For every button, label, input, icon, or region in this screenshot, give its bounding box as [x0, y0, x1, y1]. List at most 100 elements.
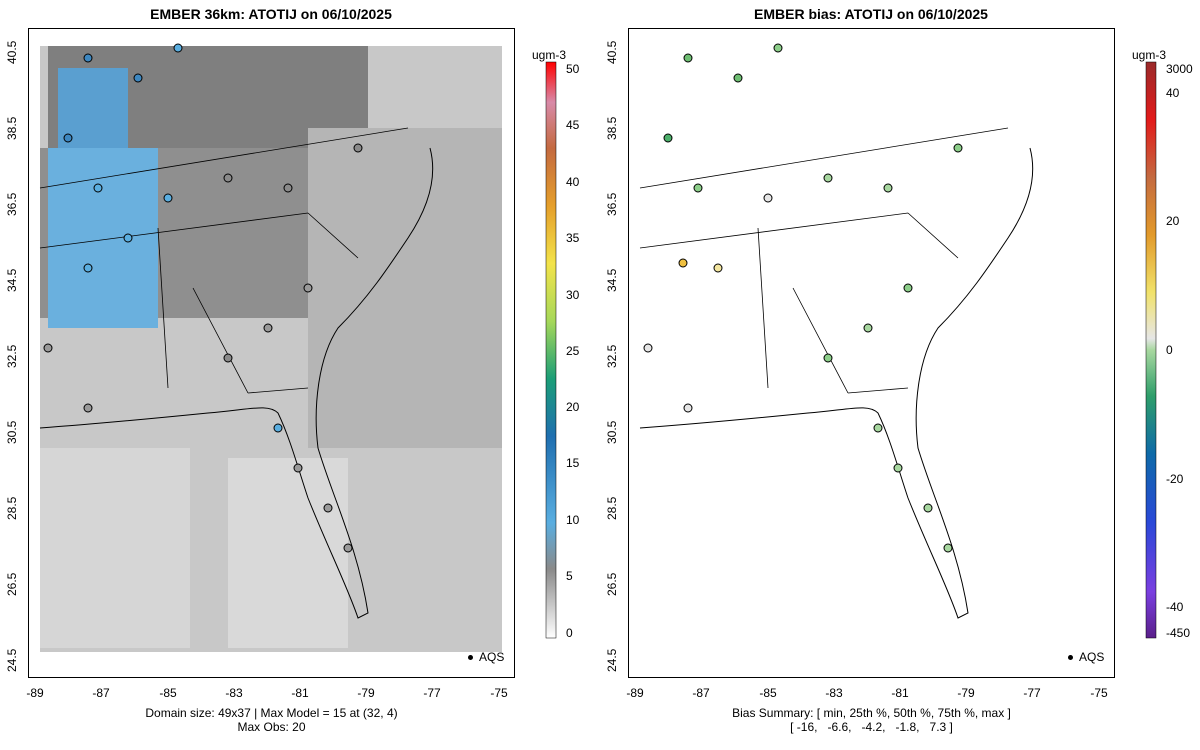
monitor: [883, 183, 893, 193]
left-colorbar-ramp: [545, 61, 557, 639]
model-field-coastal: [308, 128, 502, 448]
model-field-florida: [228, 458, 348, 648]
monitor: [873, 423, 883, 433]
monitor: [683, 53, 693, 63]
left-footer-line1: Domain size: 49x37 | Max Model = 15 at (…: [145, 706, 398, 720]
monitor: [693, 183, 703, 193]
y-tick: 28.5: [5, 496, 19, 520]
left-panel-title: EMBER 36km: ATOTIJ on 06/10/2025: [150, 6, 392, 22]
y-tick: 38.5: [5, 116, 19, 140]
y-tick: 30.5: [605, 420, 619, 444]
cb-tick: -20: [1166, 472, 1184, 486]
monitor: [903, 283, 913, 293]
left-legend: AQS: [468, 650, 504, 664]
cb-tick: 20: [1166, 214, 1180, 228]
monitor: [173, 43, 183, 53]
monitor: [343, 543, 353, 553]
cb-tick: 20: [566, 400, 580, 414]
right-footer-line2: [ -16, -6.6, -4.2, -1.8, 7.3 ]: [790, 720, 953, 734]
monitor: [663, 133, 673, 143]
monitor: [43, 343, 53, 353]
right-legend: AQS: [1068, 650, 1104, 664]
monitor: [823, 173, 833, 183]
monitor: [643, 343, 653, 353]
x-tick: -89: [26, 686, 44, 700]
left-map-frame: [28, 28, 515, 678]
monitor: [273, 423, 283, 433]
cb-tick: 30: [566, 288, 580, 302]
monitor: [923, 503, 933, 513]
cb-tick: -40: [1166, 600, 1184, 614]
x-tick: -81: [891, 686, 909, 700]
monitor-markers: [43, 43, 363, 553]
monitor: [823, 353, 833, 363]
y-tick: 40.5: [605, 40, 619, 64]
y-tick: 28.5: [605, 496, 619, 520]
bias-markers: [643, 43, 963, 553]
cb-tick: 3000: [1166, 62, 1193, 76]
monitor: [163, 193, 173, 203]
cb-tick: 50: [566, 62, 580, 76]
coastline: [39, 147, 434, 619]
x-tick: -75: [1090, 686, 1108, 700]
model-field-blue-core: [48, 148, 158, 328]
left-colorbar-unit: ugm-3: [532, 48, 567, 62]
monitor: [893, 463, 903, 473]
right-panel-title: EMBER bias: ATOTIJ on 06/10/2025: [754, 6, 988, 22]
y-tick: 34.5: [5, 268, 19, 292]
y-tick: 24.5: [605, 648, 619, 672]
monitor: [713, 263, 723, 273]
x-tick: -85: [159, 686, 177, 700]
right-colorbar-unit: ugm-3: [1132, 48, 1167, 62]
x-tick: -85: [759, 686, 777, 700]
legend-dot-icon: [468, 655, 473, 661]
legend-dot-icon: [1068, 655, 1073, 661]
left-map: [39, 43, 502, 652]
monitor: [353, 143, 363, 153]
monitor: [83, 403, 93, 413]
cb-tick: 35: [566, 231, 580, 245]
y-tick: 36.5: [605, 192, 619, 216]
cb-tick: 40: [566, 175, 580, 189]
monitor: [733, 73, 743, 83]
monitor: [83, 263, 93, 273]
x-tick: -83: [225, 686, 243, 700]
monitor: [93, 183, 103, 193]
monitor: [953, 143, 963, 153]
monitor: [683, 403, 693, 413]
model-field-gulf: [40, 448, 190, 648]
monitor: [223, 353, 233, 363]
monitor: [678, 258, 688, 268]
cb-tick: 45: [566, 118, 580, 132]
monitor: [323, 503, 333, 513]
monitor: [123, 233, 133, 243]
y-tick: 36.5: [5, 192, 19, 216]
cb-tick: 15: [566, 456, 580, 470]
y-tick: 24.5: [5, 648, 19, 672]
cb-tick: 0: [1166, 343, 1173, 357]
x-tick: -77: [1023, 686, 1041, 700]
right-footer: Bias Summary: [ min, 25th %, 50th %, 75t…: [628, 706, 1115, 734]
monitor: [763, 193, 773, 203]
x-tick: -77: [423, 686, 441, 700]
right-colorbar: [1145, 61, 1157, 639]
state-lines: [639, 127, 1009, 394]
y-tick: 26.5: [605, 572, 619, 596]
cb-tick: 10: [566, 513, 580, 527]
x-tick: -81: [291, 686, 309, 700]
cb-tick: -450: [1166, 626, 1191, 640]
monitor: [133, 73, 143, 83]
x-tick: -89: [626, 686, 644, 700]
right-map-frame: [628, 28, 1115, 678]
monitor: [773, 43, 783, 53]
right-legend-label: AQS: [1079, 650, 1105, 664]
monitor: [293, 463, 303, 473]
monitor: [863, 323, 873, 333]
y-tick: 32.5: [5, 344, 19, 368]
monitor: [943, 543, 953, 553]
left-footer-line2: Max Obs: 20: [237, 720, 306, 734]
left-footer: Domain size: 49x37 | Max Model = 15 at (…: [28, 706, 515, 734]
cb-tick: 40: [1166, 86, 1180, 100]
monitor: [83, 53, 93, 63]
x-tick: -79: [957, 686, 975, 700]
